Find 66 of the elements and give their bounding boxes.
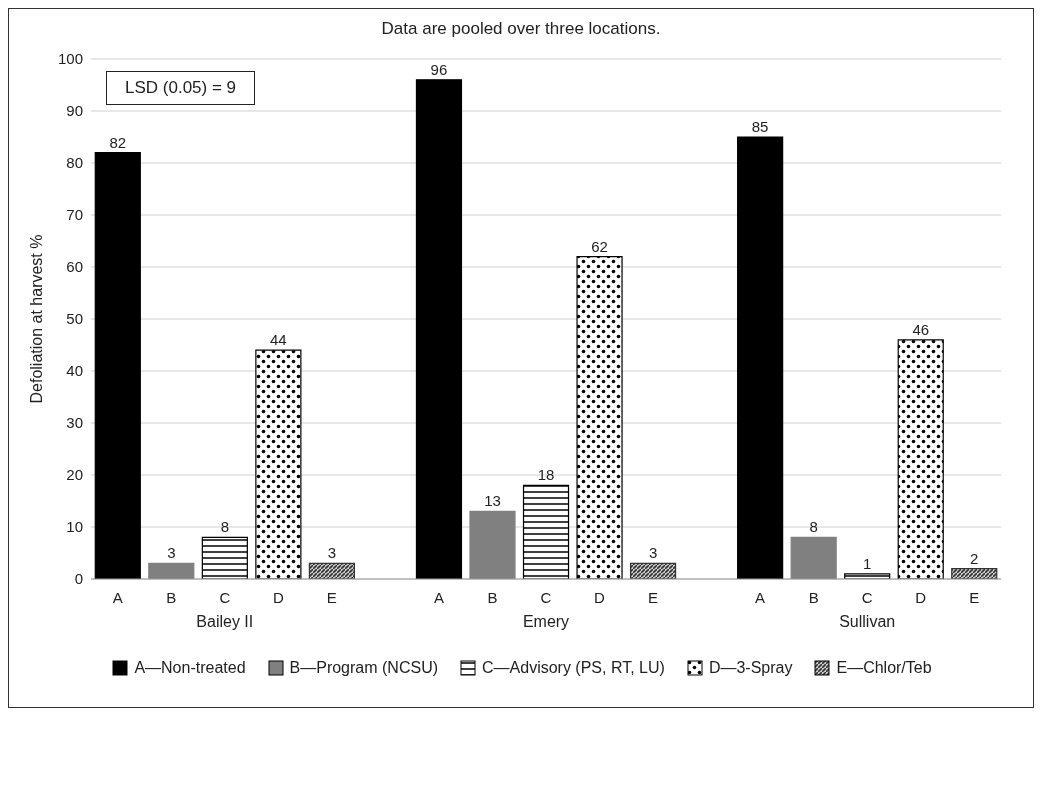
bar bbox=[897, 339, 944, 579]
y-tick-label: 20 bbox=[66, 466, 83, 484]
data-label: 3 bbox=[327, 544, 337, 562]
text: Bailey II bbox=[195, 613, 255, 631]
legend-label: E—Chlor/Teb bbox=[836, 659, 932, 677]
data-label: 2 bbox=[970, 549, 979, 567]
x-tick-label: A bbox=[433, 589, 444, 606]
x-tick-label: B bbox=[808, 589, 819, 606]
data-label: 96 bbox=[430, 60, 448, 78]
x-tick-label: D bbox=[915, 589, 927, 606]
bar bbox=[737, 136, 784, 579]
bar bbox=[415, 79, 463, 579]
y-tick-label: 30 bbox=[66, 414, 83, 432]
data-label: 8 bbox=[809, 518, 818, 536]
bar bbox=[629, 562, 677, 579]
y-axis-title: Defoliation at harvest % bbox=[27, 234, 45, 404]
x-tick-label: B bbox=[166, 589, 177, 606]
text: Emery bbox=[521, 613, 571, 631]
x-tick-label: C bbox=[219, 589, 231, 606]
x-tick-label: E bbox=[326, 589, 337, 606]
y-tick-label: 90 bbox=[66, 102, 83, 120]
x-tick-label: C bbox=[540, 589, 552, 606]
legend-label: C—Advisory (PS, RT, LU) bbox=[482, 659, 665, 677]
bar bbox=[790, 536, 837, 579]
legend-label: B—Program (NCSU) bbox=[289, 659, 439, 677]
y-tick-label: 50 bbox=[66, 310, 83, 328]
data-label: 8 bbox=[220, 518, 230, 536]
bar bbox=[94, 152, 141, 579]
chart-title: Data are pooled over three locations. bbox=[380, 19, 662, 39]
bar bbox=[148, 562, 195, 579]
legend-label: D—3-Spray bbox=[708, 659, 793, 677]
data-label: 85 bbox=[751, 118, 769, 135]
x-tick-label: A bbox=[755, 589, 766, 606]
annotation: LSD (0.05) = 9 bbox=[106, 71, 256, 105]
bar bbox=[951, 568, 998, 579]
legend-label: A—Non-treated bbox=[134, 659, 246, 677]
bar bbox=[255, 349, 302, 579]
data-label: 44 bbox=[270, 331, 287, 349]
y-tick-label: 0 bbox=[74, 570, 83, 588]
bar bbox=[308, 562, 355, 579]
bar bbox=[522, 484, 570, 579]
data-label: 3 bbox=[648, 544, 658, 562]
x-tick-label: C bbox=[861, 589, 873, 606]
x-tick-label: D bbox=[594, 589, 606, 606]
y-tick-label: 100 bbox=[57, 50, 83, 68]
bar bbox=[576, 256, 623, 579]
y-tick-label: 80 bbox=[66, 154, 83, 172]
data-label: 1 bbox=[863, 554, 872, 572]
data-label: 18 bbox=[537, 466, 555, 484]
data-label: 3 bbox=[167, 544, 176, 562]
y-tick-label: 70 bbox=[66, 206, 83, 224]
data-label: 13 bbox=[484, 492, 501, 510]
x-tick-label: E bbox=[969, 589, 980, 606]
x-tick-label: B bbox=[487, 589, 498, 606]
y-tick-label: 60 bbox=[66, 258, 83, 276]
data-label: 82 bbox=[109, 133, 127, 151]
bar bbox=[469, 510, 516, 579]
x-tick-label: A bbox=[112, 589, 123, 606]
bar bbox=[201, 536, 248, 579]
data-label: 62 bbox=[591, 237, 608, 255]
text: Sullivan bbox=[838, 613, 897, 631]
y-tick-label: 10 bbox=[66, 518, 83, 536]
x-tick-label: E bbox=[648, 589, 659, 606]
y-tick-label: 40 bbox=[66, 362, 83, 380]
data-label: 46 bbox=[912, 320, 930, 338]
x-tick-label: D bbox=[272, 589, 284, 606]
